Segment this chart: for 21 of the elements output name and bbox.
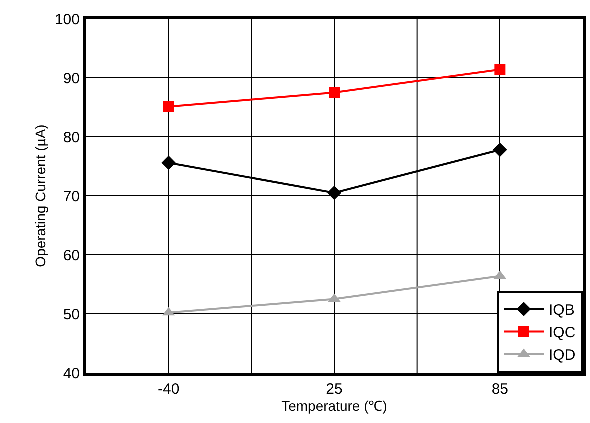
legend-label: IQB [549, 302, 575, 320]
x-tick-label: 85 [492, 381, 509, 398]
point [163, 101, 174, 112]
y-tick-label: 50 [63, 306, 80, 324]
x-tick-label: -40 [158, 381, 180, 398]
y-tick-label: 100 [54, 11, 80, 28]
x-tick-label: 25 [326, 381, 343, 398]
y-axis-title: Operating Current (µA) [32, 124, 49, 268]
point [493, 142, 508, 158]
legend-label: IQC [549, 324, 576, 342]
point [162, 156, 176, 170]
y-tick-label: 40 [63, 365, 80, 382]
y-tick-label: 60 [63, 247, 80, 264]
point [327, 186, 342, 200]
point [329, 87, 340, 98]
legend-label: IQD [549, 347, 576, 364]
point [494, 64, 506, 76]
y-tick-label: 90 [63, 70, 80, 88]
y-tick-label: 80 [63, 129, 80, 146]
x-axis-title: Temperature (℃) [282, 398, 388, 414]
y-tick-label: 70 [63, 188, 80, 206]
